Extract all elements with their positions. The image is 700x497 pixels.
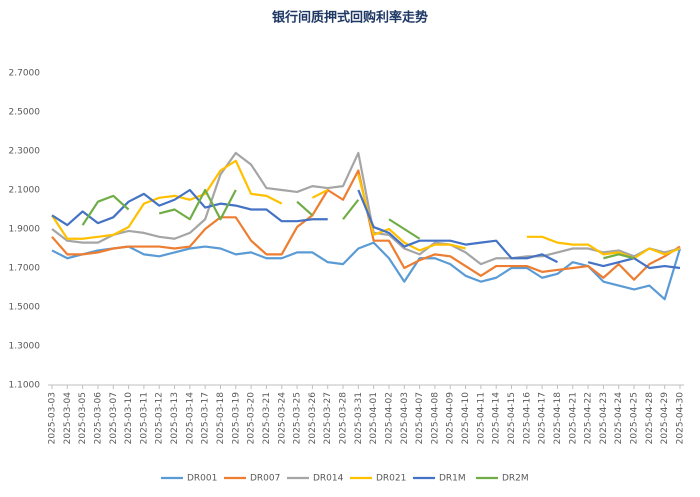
legend-label: DR021 <box>376 474 406 484</box>
x-tick-label: 2025-03-31 <box>354 392 364 444</box>
x-tick-label: 2025-04-30 <box>676 392 686 445</box>
x-tick-label: 2025-03-28 <box>339 392 349 445</box>
x-tick-label: 2025-03-21 <box>262 392 272 444</box>
x-tick-label: 2025-04-01 <box>369 392 379 444</box>
x-tick-label: 2025-04-10 <box>461 392 471 445</box>
x-tick-label: 2025-03-04 <box>63 392 73 445</box>
y-tick-label: 1.1000 <box>9 381 41 391</box>
x-tick-label: 2025-04-07 <box>415 392 425 444</box>
legend-label: DR007 <box>250 474 280 484</box>
x-tick-label: 2025-04-16 <box>522 392 532 445</box>
y-tick-label: 1.3000 <box>9 342 41 352</box>
x-tick-label: 2025-04-03 <box>400 392 410 444</box>
x-tick-label: 2025-03-18 <box>216 392 226 445</box>
x-tick-label: 2025-03-14 <box>185 392 195 445</box>
x-tick-label: 2025-04-18 <box>553 392 563 445</box>
x-tick-label: 2025-03-10 <box>124 392 134 445</box>
legend-label: DR014 <box>313 474 344 484</box>
series-line <box>51 151 681 266</box>
x-tick-label: 2025-03-20 <box>247 392 257 445</box>
x-tick-label: 2025-04-02 <box>384 392 394 444</box>
y-tick-label: 1.5000 <box>9 303 41 313</box>
x-tick-label: 2025-04-21 <box>568 392 578 444</box>
y-tick-label: 2.7000 <box>9 69 41 79</box>
x-tick-label: 2025-03-12 <box>155 392 165 444</box>
x-tick-label: 2025-03-03 <box>48 392 58 444</box>
chart-title: 银行间质押式回购利率走势 <box>272 10 428 26</box>
x-tick-label: 2025-04-29 <box>660 392 670 445</box>
legend-label: DR1M <box>439 474 466 484</box>
x-tick-label: 2025-03-27 <box>323 392 333 444</box>
x-tick-label: 2025-04-25 <box>630 392 640 444</box>
x-tick-label: 2025-03-13 <box>170 392 180 444</box>
x-tick-label: 2025-03-07 <box>109 392 119 444</box>
x-tick-label: 2025-03-05 <box>78 392 88 444</box>
x-tick-label: 2025-04-08 <box>430 392 440 445</box>
x-tick-label: 2025-03-17 <box>201 392 211 444</box>
x-tick-label: 2025-04-17 <box>538 392 548 444</box>
x-tick-label: 2025-04-11 <box>476 392 486 444</box>
x-tick-label: 2025-04-09 <box>446 392 456 445</box>
x-tick-label: 2025-04-24 <box>614 392 624 445</box>
series-line <box>81 188 635 260</box>
y-tick-label: 2.5000 <box>9 108 41 118</box>
x-tick-label: 2025-03-06 <box>93 392 103 445</box>
legend-label: DR2M <box>502 474 529 484</box>
x-tick-label: 2025-04-22 <box>584 392 594 444</box>
x-tick-label: 2025-03-26 <box>308 392 318 445</box>
x-tick-label: 2025-03-25 <box>293 392 303 444</box>
x-tick-label: 2025-03-24 <box>277 392 287 445</box>
x-tick-label: 2025-04-28 <box>645 392 655 445</box>
y-tick-label: 1.9000 <box>9 225 41 235</box>
y-tick-label: 2.1000 <box>9 186 41 196</box>
x-tick-label: 2025-04-14 <box>492 392 502 445</box>
series-line <box>51 241 682 301</box>
x-tick-label: 2025-04-15 <box>507 392 517 444</box>
y-tick-label: 1.7000 <box>9 264 41 274</box>
y-tick-label: 2.3000 <box>9 147 41 157</box>
x-tick-label: 2025-03-19 <box>231 392 241 445</box>
series-line <box>51 169 681 281</box>
series-line <box>51 159 681 260</box>
series-line <box>51 188 681 270</box>
x-tick-label: 2025-04-23 <box>599 392 609 444</box>
legend-label: DR001 <box>187 474 217 484</box>
x-tick-label: 2025-03-11 <box>139 392 149 444</box>
